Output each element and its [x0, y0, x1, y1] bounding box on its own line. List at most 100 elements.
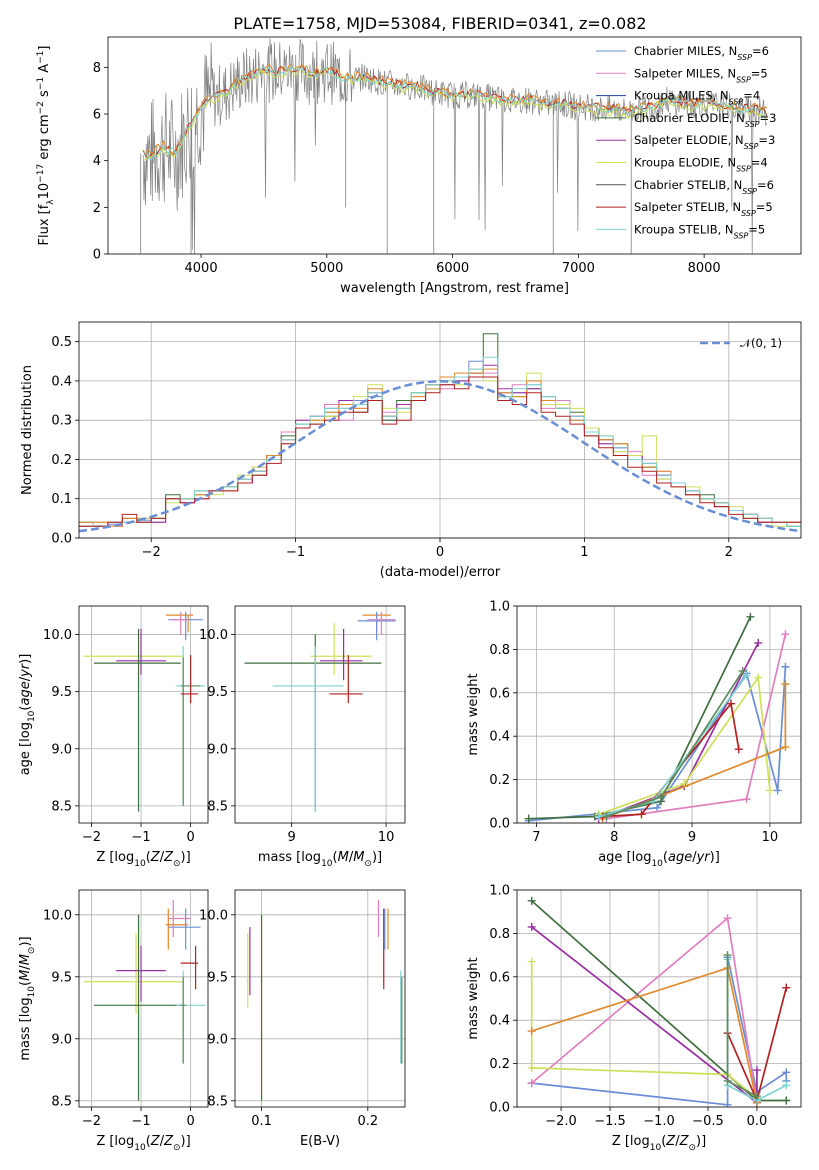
panel-age_vs_mass: 9 10 8.5 9.0 9.5 10.0 mass [log10(M/M⊙)]	[199, 605, 406, 869]
legend-subscript: SSP	[741, 209, 756, 218]
spectrum-legend: Chabrier MILES, NSSP=6 Salpeter MILES, NS…	[596, 44, 776, 240]
plot-area	[524, 612, 790, 823]
x-axis-label: (data-model)/error	[380, 565, 501, 580]
weight-series-line	[530, 961, 758, 1099]
y-tick-label: 0.2	[489, 1057, 510, 1072]
weight-series-line	[598, 674, 748, 818]
legend-label: Chabrier MILES, NSSP=6	[634, 44, 769, 62]
weight-point-marker	[773, 786, 782, 795]
y-tick-label: 0.0	[51, 532, 72, 547]
x-tick-label: 7	[532, 830, 540, 845]
x-axis-label: wavelength [Angstrom, rest frame]	[340, 281, 569, 296]
x-tick-label: 0	[186, 830, 194, 845]
y-tick-label: 1.0	[489, 884, 510, 899]
weight-point-marker	[746, 612, 755, 621]
weight-point-marker	[782, 1096, 791, 1105]
weight-point-marker	[738, 667, 747, 676]
legend-subscript: SSP	[737, 53, 752, 62]
y-tick-label: 0.1	[51, 492, 72, 507]
y-tick-label: 0.2	[51, 453, 72, 468]
weight-point-marker	[742, 795, 751, 804]
legend-label: Salpeter STELIB, NSSP=5	[634, 200, 773, 218]
x-tick-label: 9	[688, 830, 696, 845]
y-tick-label: 0.4	[489, 730, 510, 745]
weight-point-marker	[656, 792, 665, 801]
y-tick-label: 0.5	[51, 335, 72, 350]
panel-mass_vs_Z: −2 −1 0 8.5 9.0 9.5 10.0 Z [log10(Z/Z⊙)] mass [l…	[18, 889, 209, 1153]
x-tick-label: 0	[186, 1114, 194, 1129]
weight-point-marker	[734, 745, 743, 754]
legend-label: Kroupa STELIB, NSSP=5	[634, 222, 765, 240]
weight-point-marker	[527, 1027, 536, 1036]
weight-point-marker	[781, 662, 790, 671]
y-tick-label: 8.5	[207, 799, 228, 814]
weight-point-marker	[781, 680, 790, 689]
legend-label: Kroupa ELODIE, NSSP=4	[634, 156, 768, 174]
y-tick-label: 9.0	[207, 1032, 228, 1047]
x-axis-label: Z [log10(Z/Z⊙)]	[96, 1134, 190, 1153]
axis-frame	[78, 605, 209, 824]
legend-subscript: SSP	[742, 186, 757, 195]
x-tick-label: 7000	[562, 261, 595, 276]
y-tick-label: 0.3	[51, 414, 72, 429]
legend-label: Salpeter MILES, NSSP=5	[634, 66, 768, 84]
x-tick-label: 4000	[185, 261, 218, 276]
weight-point-marker	[594, 812, 603, 821]
x-tick-label: −2	[82, 1114, 101, 1129]
panel-residuals: −2 −1 0 1 2 0.0 0.1 0.2 0.3 0.4 0.5 (data-model)/er…	[20, 321, 802, 580]
weight-point-marker	[782, 1068, 791, 1077]
weight-series-line	[598, 675, 771, 816]
plot-area	[527, 896, 791, 1107]
x-tick-label: 10	[762, 830, 779, 845]
y-tick-label: 1.0	[489, 600, 510, 615]
weight-point-marker	[527, 1063, 536, 1072]
plot-area	[83, 899, 206, 1101]
y-tick-label: 4	[93, 154, 101, 169]
weight-point-marker	[723, 951, 732, 960]
x-tick-label: −0.5	[692, 1114, 724, 1129]
x-tick-label: 2	[725, 545, 733, 560]
weight-point-marker	[781, 743, 790, 752]
weight-point-marker	[754, 673, 763, 682]
legend-tail: =4	[743, 89, 760, 103]
legend-tail: =5	[748, 222, 765, 236]
y-tick-label: 10.0	[199, 908, 228, 923]
weight-point-marker	[602, 812, 611, 821]
weight-point-marker	[653, 803, 662, 812]
x-tick-label: −2	[142, 545, 161, 560]
y-tick-label: 0.2	[489, 773, 510, 788]
weight-point-marker	[765, 786, 774, 795]
legend-label: Chabrier ELODIE, NSSP=3	[634, 111, 776, 128]
weight-point-marker	[781, 630, 790, 639]
legend-tail: =5	[756, 200, 773, 214]
y-tick-label: 9.5	[207, 970, 228, 985]
figure-title: PLATE=1758, MJD=53084, FIBERID=0341, z=0…	[233, 14, 646, 33]
x-axis-label: Z [log10(Z/Z⊙)]	[96, 850, 190, 869]
weight-point-marker	[752, 1092, 761, 1101]
weight-point-marker	[524, 814, 533, 823]
x-tick-label: −1	[131, 1114, 150, 1129]
x-tick-label: 1	[580, 545, 588, 560]
y-tick-label: 0.8	[489, 927, 510, 942]
panel-age_vs_Z: −2 −1 0 8.5 9.0 9.5 10.0 Z [log10(Z/Z⊙)] age [lo…	[18, 605, 209, 869]
legend-subscript: SSP	[736, 75, 751, 84]
legend-tail: =3	[758, 133, 775, 147]
weight-point-marker	[723, 914, 732, 923]
plot-area	[247, 899, 403, 1101]
x-axis-label: mass [log10(M/M⊙)]	[258, 850, 382, 869]
panel-mass_vs_EBV: 0.1 0.2 8.5 9.0 9.5 10.0 E(B-V)	[199, 889, 406, 1149]
weight-series-line	[602, 701, 740, 818]
x-tick-label: −2	[82, 830, 101, 845]
legend-tail: =3	[760, 111, 777, 125]
y-tick-label: 10.0	[199, 628, 228, 643]
axis-frame	[234, 889, 406, 1108]
x-tick-label: 6000	[436, 261, 469, 276]
y-tick-label: 0.8	[489, 643, 510, 658]
x-tick-label: −2.0	[545, 1114, 577, 1129]
y-tick-label: 8.5	[51, 799, 72, 814]
weight-series-line	[598, 642, 759, 820]
y-tick-label: 0.6	[489, 970, 510, 985]
x-tick-label: 0	[436, 545, 444, 560]
legend-subscript: SSP	[734, 231, 749, 240]
y-tick-label: 9.5	[51, 970, 72, 985]
